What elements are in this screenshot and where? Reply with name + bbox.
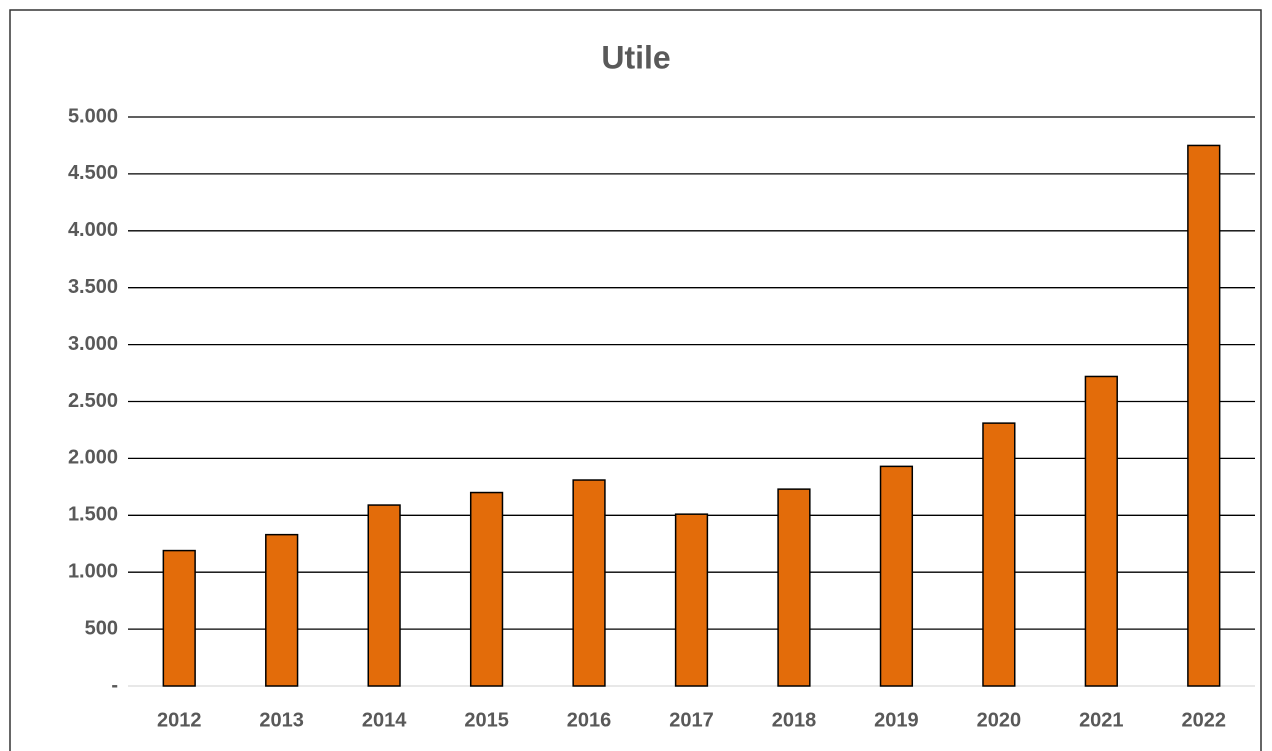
bar — [572, 479, 606, 687]
x-tick-label: 2016 — [567, 709, 612, 731]
chart-border — [9, 9, 1262, 751]
y-tick-label: 1.000 — [68, 560, 118, 582]
bar — [1084, 375, 1118, 687]
x-tick-label: 2017 — [669, 709, 714, 731]
y-tick-label: 1.500 — [68, 504, 118, 526]
bar — [879, 465, 914, 687]
bar — [265, 533, 299, 687]
x-tick-label: 2012 — [157, 709, 202, 731]
y-tick-label: 5.000 — [68, 105, 118, 127]
y-tick-label: 2.500 — [68, 390, 118, 412]
y-tick-label: 4.500 — [68, 162, 118, 184]
chart-title: Utile — [601, 39, 670, 75]
y-tick-label: 4.000 — [68, 219, 118, 241]
bar — [1187, 144, 1221, 687]
bar — [162, 549, 196, 687]
y-tick-label: - — [111, 674, 118, 696]
x-tick-label: 2013 — [259, 709, 304, 731]
y-tick-label: 3.000 — [68, 333, 118, 355]
x-tick-label: 2018 — [772, 709, 817, 731]
y-tick-label: 2.000 — [68, 447, 118, 469]
x-tick-label: 2021 — [1079, 709, 1124, 731]
bar — [469, 491, 504, 687]
x-tick-label: 2014 — [362, 709, 407, 731]
bar — [367, 504, 401, 687]
x-tick-label: 2019 — [874, 709, 919, 731]
y-tick-label: 500 — [85, 617, 118, 639]
y-tick-label: 3.500 — [68, 276, 118, 298]
x-tick-label: 2015 — [464, 709, 509, 731]
bar — [777, 488, 811, 687]
x-tick-label: 2020 — [977, 709, 1022, 731]
bar — [982, 422, 1016, 687]
bar — [674, 513, 709, 687]
x-tick-label: 2022 — [1182, 709, 1227, 731]
